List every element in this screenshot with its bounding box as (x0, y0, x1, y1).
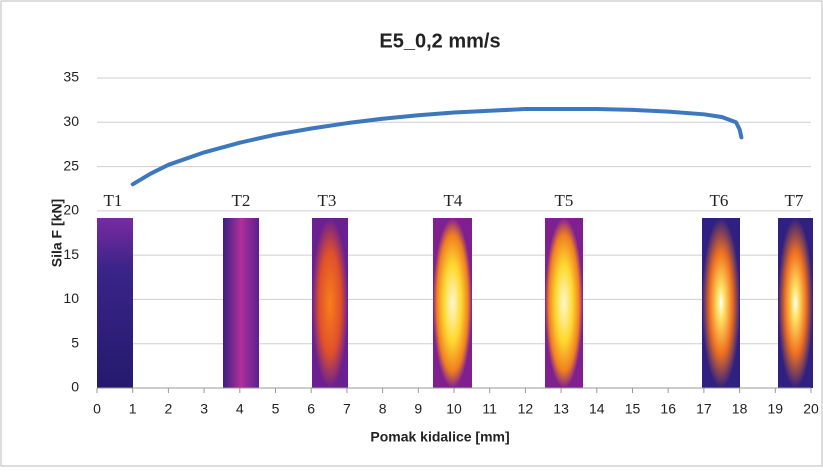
y-tick-label: 25 (63, 157, 79, 173)
y-tick-label: 30 (63, 113, 79, 129)
x-tick-label: 7 (343, 401, 351, 417)
x-tick-label: 11 (482, 401, 497, 417)
x-axis-label: Pomak kidalice [mm] (370, 429, 509, 445)
x-tick-label: 15 (625, 401, 641, 417)
x-tick-label: 14 (589, 401, 605, 417)
x-tick-label: 10 (446, 401, 462, 417)
image-label: T3 (318, 191, 337, 210)
image-labels: T1 T2 T3 T4 T5 T6 T7 (104, 191, 804, 210)
x-tick-label: 12 (518, 401, 534, 417)
data-line (130, 107, 744, 187)
image-label: T7 (785, 191, 804, 210)
thermal-image (702, 218, 740, 388)
y-tick-label: 35 (63, 69, 79, 85)
image-label: T4 (444, 191, 463, 210)
y-tick-label: 15 (63, 246, 79, 262)
x-tick-label: 17 (696, 401, 712, 417)
thermal-image (545, 218, 583, 388)
x-tick-label: 4 (236, 401, 244, 417)
x-tick-label: 0 (93, 401, 101, 417)
y-axis-label: Sila F [kN] (49, 199, 65, 267)
image-label: T2 (232, 191, 251, 210)
x-tick-label: 16 (660, 401, 676, 417)
y-tick-label: 0 (71, 379, 79, 395)
thermal-image (312, 218, 348, 388)
x-tick-label: 6 (307, 401, 315, 417)
thermal-image (223, 218, 259, 388)
x-tick-label: 2 (165, 401, 173, 417)
x-tick-label: 19 (768, 401, 784, 417)
image-label: T6 (710, 191, 729, 210)
y-tick-label: 20 (63, 202, 79, 218)
x-tick-label: 20 (803, 401, 819, 417)
image-label: T5 (555, 191, 574, 210)
y-tick-label: 10 (63, 290, 79, 306)
x-tick-label: 1 (129, 401, 137, 417)
x-tick-label: 8 (379, 401, 387, 417)
x-tick-label: 9 (414, 401, 422, 417)
x-tick-label: 5 (272, 401, 280, 417)
x-tick-label: 18 (732, 401, 748, 417)
thermal-image (778, 218, 813, 388)
thermal-image (433, 218, 472, 388)
chart-title: E5_0,2 mm/s (379, 30, 500, 52)
image-label: T1 (104, 191, 123, 210)
thermal-image (97, 218, 133, 388)
x-tick-label: 3 (200, 401, 208, 417)
thermal-images (97, 218, 813, 388)
y-tick-label: 5 (71, 334, 79, 350)
x-tick-label: 13 (553, 401, 569, 417)
